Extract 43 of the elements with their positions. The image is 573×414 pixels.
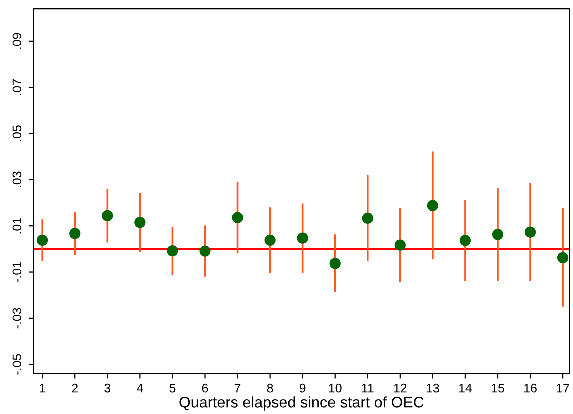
point <box>232 212 244 224</box>
point <box>362 212 374 224</box>
point <box>427 200 438 212</box>
x-tick-label: 6 <box>202 384 208 393</box>
x-tick-label: 1 <box>40 384 46 393</box>
point <box>460 235 472 246</box>
point <box>558 252 569 264</box>
point <box>37 234 48 246</box>
x-tick-label: 14 <box>459 384 472 393</box>
point <box>264 234 276 246</box>
point <box>200 246 211 257</box>
x-tick-label: 4 <box>136 384 144 393</box>
point <box>167 245 178 257</box>
x-tick-label: 11 <box>362 384 374 393</box>
x-tick-label: 8 <box>267 384 274 393</box>
x-tick-label: 9 <box>300 384 306 393</box>
y-tick-label: -.05 <box>12 354 22 375</box>
point <box>330 258 341 270</box>
y-tick-label: .07 <box>12 80 22 96</box>
x-tick-label: 3 <box>104 384 111 393</box>
point <box>102 210 114 222</box>
x-tick-label: 7 <box>234 384 241 393</box>
x-tick-label: 13 <box>426 384 440 393</box>
x-tick-label: 5 <box>170 384 176 393</box>
point <box>492 229 504 240</box>
y-tick-label: -.03 <box>12 308 22 329</box>
point <box>524 226 536 238</box>
point <box>297 232 308 244</box>
point <box>134 217 146 228</box>
x-tick-label: 2 <box>72 384 78 393</box>
y-tick-label: .05 <box>12 126 22 142</box>
x-tick-label: 16 <box>524 384 537 393</box>
y-tick-label: .09 <box>12 33 22 49</box>
x-tick-label: 10 <box>329 384 342 393</box>
y-tick-label: .03 <box>12 172 22 188</box>
x-tick-label: 15 <box>492 384 504 393</box>
y-tick-label: .01 <box>12 218 22 234</box>
x-tick-label: 17 <box>557 384 570 393</box>
x-tick-label: 12 <box>394 384 407 393</box>
x-axis-title: Quarters elapsed since start of OEC <box>180 396 424 411</box>
point <box>394 240 406 251</box>
y-tick-label: -.01 <box>12 262 22 282</box>
point <box>70 228 81 240</box>
